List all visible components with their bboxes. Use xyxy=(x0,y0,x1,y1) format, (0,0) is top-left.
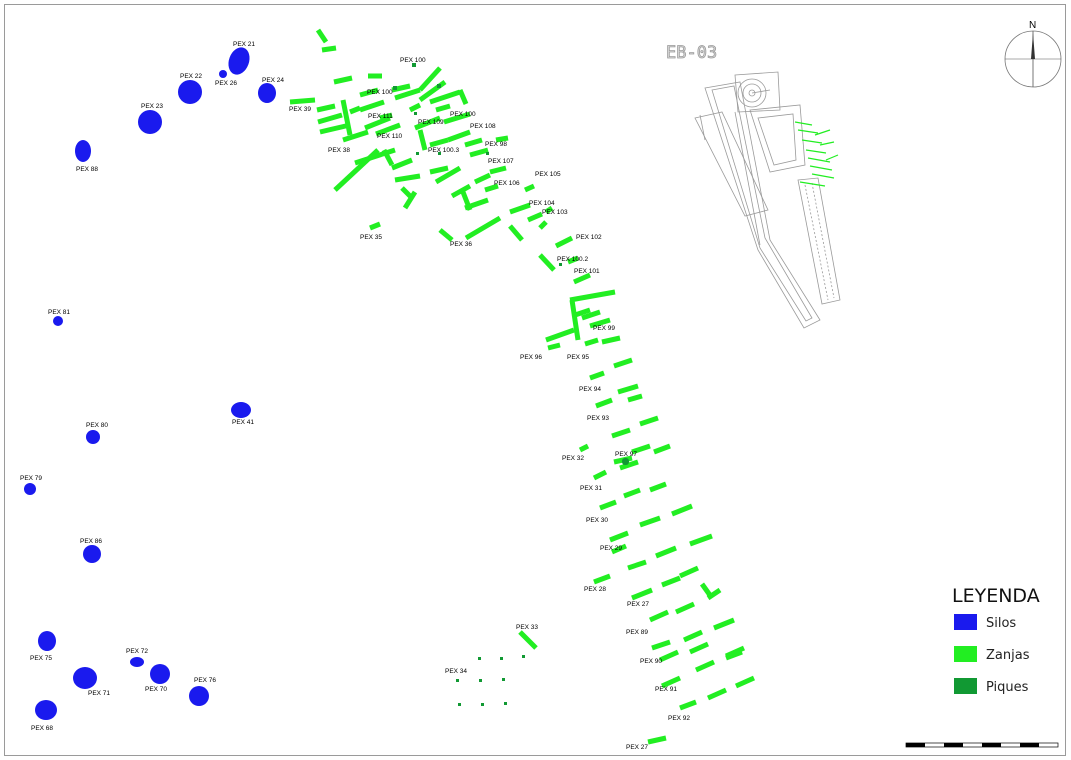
silo-pex-41 xyxy=(231,402,251,418)
zanja-label: PEX 102 xyxy=(576,234,602,241)
silo-pex-80 xyxy=(86,430,100,444)
zanja-label: PEX 90 xyxy=(640,658,662,665)
silo-pex-21 xyxy=(225,44,253,77)
legend: LEYENDA Silos Zanjas Piques xyxy=(952,585,1040,695)
zanja-label: PEX 35 xyxy=(360,234,382,241)
zanja-label: PEX 104 xyxy=(529,200,555,207)
zanja-label: PEX 29 xyxy=(600,545,622,552)
zanja-labels: PEX 39 PEX 38 PEX 35 PEX 36 PEX 111 PEX … xyxy=(289,106,690,751)
zanja-label: PEX 32 xyxy=(562,455,584,462)
zanja-label: PEX 31 xyxy=(580,485,602,492)
zanja-label: PEX 33 xyxy=(516,624,538,631)
silo-label: PEX 41 xyxy=(232,419,254,426)
silo-label: PEX 86 xyxy=(80,538,102,545)
silo-pex-81 xyxy=(53,316,63,326)
zanja-label: PEX 105 xyxy=(535,171,561,178)
zanja-label: PEX 94 xyxy=(579,386,601,393)
silo-pex-23 xyxy=(138,110,162,134)
pique-label: PEX 100.2 xyxy=(557,256,588,263)
silo-pex-24 xyxy=(258,83,276,103)
legend-swatch-zanjas xyxy=(954,646,977,662)
zanja-label: PEX 96 xyxy=(520,354,542,361)
silo-label: PEX 71 xyxy=(88,690,110,697)
zanja-label: PEX 97 xyxy=(615,451,637,458)
zanja-label: PEX 107 xyxy=(488,158,514,165)
zanja-label: PEX 99 xyxy=(593,325,615,332)
silo-label: PEX 79 xyxy=(20,475,42,482)
north-label: N xyxy=(1029,20,1036,31)
silo-label: PEX 24 xyxy=(262,77,284,84)
zanjas-layer xyxy=(290,30,754,742)
zanja-label: PEX 101 xyxy=(574,268,600,275)
zanja-label: PEX 89 xyxy=(626,629,648,636)
silos-layer xyxy=(24,44,276,720)
silo-pex-75 xyxy=(38,631,56,651)
zanja-label: PEX 95 xyxy=(567,354,589,361)
pique-label: PEX 100 xyxy=(450,111,476,118)
zanja-label: PEX 36 xyxy=(450,241,472,248)
silo-labels: PEX 21 PEX 22 PEX 26 PEX 24 PEX 23 PEX 8… xyxy=(20,41,284,732)
silo-label: PEX 88 xyxy=(76,166,98,173)
silo-label: PEX 21 xyxy=(233,41,255,48)
pique-label: PEX 100 xyxy=(367,89,393,96)
pique-label: PEX 98 xyxy=(485,141,507,148)
zanja-label: PEX 27 xyxy=(626,744,648,751)
silo-pex-68 xyxy=(35,700,57,720)
zanja-label: PEX 92 xyxy=(668,715,690,722)
silo-pex-22 xyxy=(178,80,202,104)
silo-label: PEX 72 xyxy=(126,648,148,655)
silo-pex-76 xyxy=(189,686,209,706)
silo-pex-26 xyxy=(219,70,227,78)
silo-label: PEX 70 xyxy=(145,686,167,693)
silo-label: PEX 75 xyxy=(30,655,52,662)
zanja-label: PEX 108 xyxy=(470,123,496,130)
legend-label-zanjas: Zanjas xyxy=(986,648,1030,663)
scale-bar xyxy=(906,743,1058,747)
silo-label: PEX 76 xyxy=(194,677,216,684)
zanja-label: PEX 110 xyxy=(377,133,403,140)
zanja-label: PEX 28 xyxy=(584,586,606,593)
legend-title: LEYENDA xyxy=(952,585,1040,607)
building-label: EB-03 xyxy=(666,43,717,63)
building-zanjas xyxy=(795,122,838,186)
zanja-label: PEX 111 xyxy=(368,113,393,120)
silo-label: PEX 26 xyxy=(215,80,237,87)
silo-pex-70 xyxy=(150,664,170,684)
silo-pex-72 xyxy=(130,657,144,667)
zanja-label: PEX 27 xyxy=(627,601,649,608)
pique-labels: PEX 100 PEX 100 PEX 100 PEX 98 PEX 100.3… xyxy=(367,57,588,675)
pique-label: PEX 34 xyxy=(445,668,467,675)
pique-label: PEX 100.3 xyxy=(428,147,459,154)
silo-label: PEX 68 xyxy=(31,725,53,732)
silo-pex-71 xyxy=(73,667,97,689)
silo-pex-86 xyxy=(83,545,101,563)
silo-label: PEX 23 xyxy=(141,103,163,110)
zanja-label: PEX 106 xyxy=(494,180,520,187)
zanja-label: PEX 109 xyxy=(418,119,444,126)
legend-swatch-piques xyxy=(954,678,977,694)
zanja-label: PEX 30 xyxy=(586,517,608,524)
zanja-label: PEX 91 xyxy=(655,686,677,693)
legend-label-silos: Silos xyxy=(986,616,1016,631)
silo-pex-79 xyxy=(24,483,36,495)
north-arrow: N xyxy=(1005,20,1061,87)
zanja-label: PEX 38 xyxy=(328,147,350,154)
silo-label: PEX 22 xyxy=(180,73,202,80)
legend-swatch-silos xyxy=(954,614,977,630)
zanja-label: PEX 103 xyxy=(542,209,568,216)
silo-label: PEX 80 xyxy=(86,422,108,429)
legend-label-piques: Piques xyxy=(986,680,1029,695)
silo-pex-88 xyxy=(75,140,91,162)
zanja-label: PEX 39 xyxy=(289,106,311,113)
building-eb-03: EB-03 xyxy=(666,43,840,328)
pique-label: PEX 100 xyxy=(400,57,426,64)
silo-label: PEX 81 xyxy=(48,309,70,316)
zanja-label: PEX 93 xyxy=(587,415,609,422)
